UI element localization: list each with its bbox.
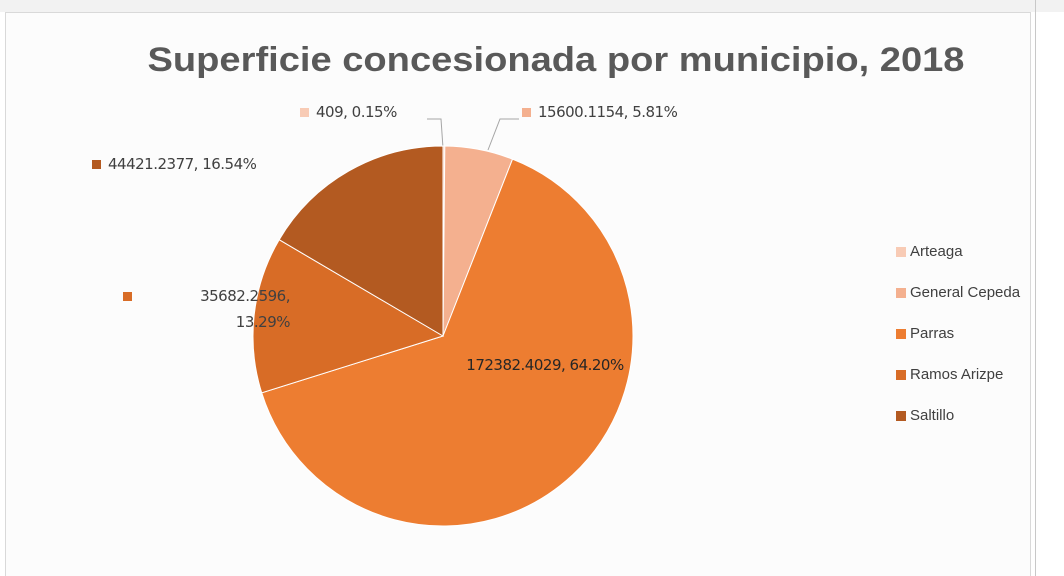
legend-label: Ramos Arizpe xyxy=(910,366,1004,383)
pie-slice xyxy=(278,145,444,337)
legend-swatch xyxy=(896,329,906,339)
data-label: 44421.2377, 16.54% xyxy=(108,155,257,173)
leader-line xyxy=(427,118,444,149)
chart-title: Superficie concesionada por municipio, 2… xyxy=(148,41,965,79)
pie-slice xyxy=(261,158,634,527)
data-label: 15600.1154, 5.81% xyxy=(538,103,678,121)
label-marker xyxy=(92,160,101,169)
legend-label: Parras xyxy=(910,325,955,342)
data-label: 35682.2596, 13.29% xyxy=(200,287,290,331)
legend-label: Saltillo xyxy=(910,407,955,424)
legend-label: Arteaga xyxy=(910,243,963,260)
label-marker xyxy=(300,108,309,117)
legend-swatch xyxy=(896,411,906,421)
data-label: 409, 0.15% xyxy=(316,103,397,121)
label-marker xyxy=(522,108,531,117)
legend-swatch xyxy=(896,247,906,257)
top-strip xyxy=(0,0,1064,12)
legend-swatch xyxy=(896,370,906,380)
legend-swatch xyxy=(896,288,906,298)
leader-line xyxy=(487,118,519,151)
label-marker xyxy=(123,292,132,301)
legend-label: General Cepeda xyxy=(910,284,1021,301)
data-label: 172382.4029, 64.20% xyxy=(466,356,624,374)
pie-slice xyxy=(252,239,445,394)
